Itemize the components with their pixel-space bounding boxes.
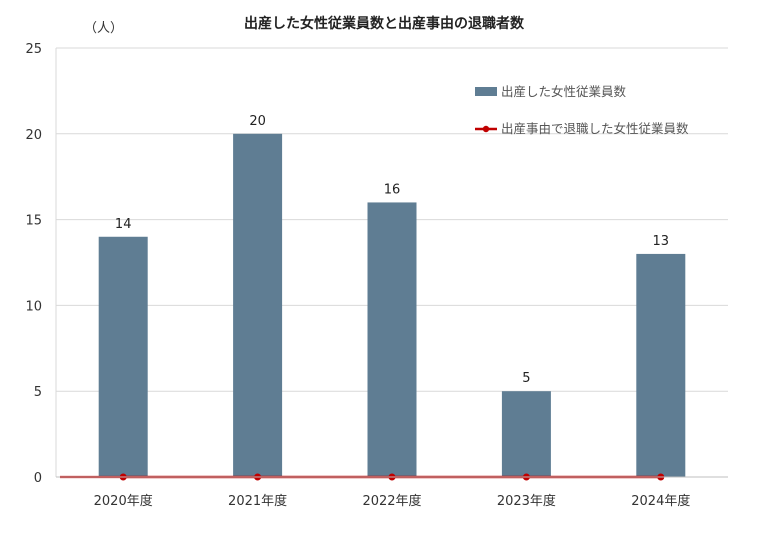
x-tick-label: 2022年度: [362, 493, 421, 509]
y-tick-label: 15: [25, 214, 42, 229]
bar: [501, 391, 551, 477]
bar: [367, 202, 417, 477]
data-label: 20: [249, 114, 266, 129]
y-tick-label: 0: [34, 471, 42, 486]
data-label: 14: [115, 217, 132, 232]
bars: 14 20 16 5 13: [98, 114, 686, 478]
bar: [98, 236, 148, 477]
legend-swatch-bar: [475, 87, 497, 96]
y-tick-label: 10: [25, 299, 42, 314]
legend-label-bar: 出産した女性従業員数: [501, 84, 627, 99]
legend-swatch-marker: [482, 125, 490, 133]
y-unit-label: （人）: [84, 21, 123, 36]
bar: [636, 253, 686, 477]
data-label: 5: [522, 371, 530, 386]
legend: 出産した女性従業員数 出産事由で退職した女性従業員数: [475, 84, 689, 136]
x-tick-label: 2024年度: [631, 493, 690, 509]
y-tick-label: 5: [34, 385, 42, 400]
x-tick-label: 2020年度: [94, 493, 153, 509]
chart-title: 出産した女性従業員数と出産事由の退職者数: [244, 15, 525, 32]
y-tick-label: 25: [25, 42, 42, 57]
legend-label-line: 出産事由で退職した女性従業員数: [501, 121, 689, 136]
y-tick-label: 20: [25, 128, 42, 143]
data-label: 13: [653, 234, 670, 249]
x-tick-label: 2021年度: [228, 493, 287, 509]
data-label: 16: [384, 182, 401, 197]
x-axis: 2020年度 2021年度 2022年度 2023年度 2024年度: [56, 476, 728, 509]
y-axis: 0 5 10 15 20 25: [25, 42, 57, 486]
bar: [233, 133, 283, 478]
x-tick-label: 2023年度: [497, 493, 556, 509]
